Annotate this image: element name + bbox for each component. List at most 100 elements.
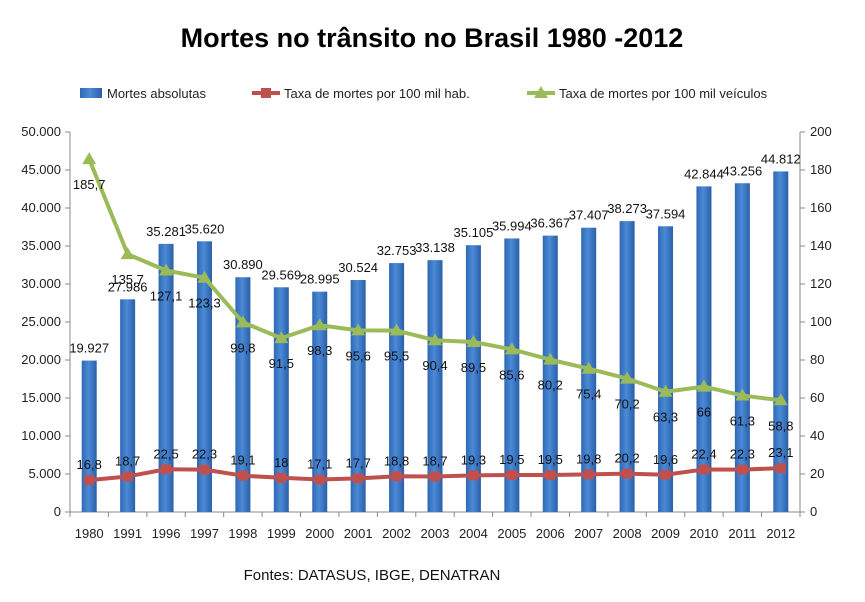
taxa-hab-value-label: 19,1	[230, 453, 255, 468]
right-tick-label: 80	[810, 352, 824, 367]
right-tick-label: 180	[810, 162, 832, 177]
point-taxa-hab	[237, 470, 248, 481]
bar-value-label: 37.407	[569, 208, 609, 223]
bar-value-label: 29.569	[261, 267, 301, 282]
point-taxa-veiculos	[658, 384, 673, 397]
taxa-veiculos-value-label: 66	[697, 405, 711, 420]
chart-title: Mortes no trânsito no Brasil 1980 -2012	[181, 23, 684, 53]
right-tick-label: 40	[810, 428, 824, 443]
axes: 0 5.000 10.000 15.000 20.000 25.000 30.000 35.0…	[21, 124, 831, 541]
taxa-veiculos-value-label: 123,3	[188, 296, 221, 311]
x-tick-label: 1980	[75, 526, 104, 541]
bar	[427, 260, 443, 512]
taxa-hab-value-label: 22,3	[730, 447, 755, 462]
left-tick-label: 35.000	[21, 238, 61, 253]
x-tick-label: 1991	[113, 526, 142, 541]
left-tick-label: 0	[54, 504, 61, 519]
right-tick-label: 0	[810, 504, 817, 519]
point-taxa-veiculos	[543, 352, 558, 365]
right-tick-label: 160	[810, 200, 832, 215]
x-tick-label: 2010	[689, 526, 718, 541]
taxa-veiculos-value-label: 95,6	[346, 348, 371, 363]
line-series	[82, 152, 788, 486]
point-taxa-veiculos	[620, 371, 635, 384]
taxa-hab-value-label: 18,7	[422, 453, 447, 468]
bar-series	[81, 171, 789, 513]
taxa-hab-value-label: 19,3	[461, 452, 486, 467]
point-taxa-hab	[775, 463, 786, 474]
point-taxa-veiculos	[735, 388, 750, 401]
bar	[773, 171, 789, 512]
point-taxa-hab	[276, 472, 287, 483]
legend-label: Mortes absolutas	[107, 86, 206, 101]
bar	[235, 277, 251, 512]
bar	[350, 280, 366, 512]
point-taxa-hab	[737, 464, 748, 475]
point-taxa-veiculos	[389, 323, 404, 336]
point-taxa-hab	[199, 464, 210, 475]
bar	[542, 235, 558, 513]
bar	[465, 245, 481, 512]
left-tick-label: 15.000	[21, 390, 61, 405]
x-tick-label: 2011	[728, 526, 756, 541]
point-taxa-hab	[545, 469, 556, 480]
taxa-veiculos-value-label: 89,5	[461, 360, 486, 375]
taxa-veiculos-value-label: 127,1	[150, 289, 183, 304]
point-taxa-veiculos	[82, 152, 97, 165]
right-tick-label: 140	[810, 238, 832, 253]
bar-value-label: 32.753	[377, 243, 417, 258]
x-tick-label: 2009	[651, 526, 680, 541]
point-taxa-hab	[430, 471, 440, 482]
right-tick-label: 200	[810, 124, 832, 139]
taxa-veiculos-value-label: 91,5	[269, 356, 294, 371]
taxa-hab-value-label: 19,5	[538, 452, 563, 467]
taxa-veiculos-value-label: 80,2	[538, 378, 563, 393]
x-tick-label: 1997	[190, 526, 219, 541]
point-taxa-hab	[660, 469, 671, 480]
bar	[696, 186, 712, 512]
taxa-hab-value-label: 18,7	[115, 453, 140, 468]
point-taxa-veiculos	[504, 342, 519, 355]
taxa-veiculos-value-label: 85,6	[499, 367, 524, 382]
bar-value-label: 27.986	[108, 279, 148, 294]
taxa-hab-value-label: 17,1	[307, 457, 332, 472]
point-taxa-veiculos	[696, 379, 711, 392]
bar-value-label: 35.994	[492, 218, 532, 233]
point-taxa-hab	[698, 464, 709, 475]
x-tick-label: 1998	[228, 526, 257, 541]
taxa-hab-value-label: 17,7	[346, 455, 371, 470]
point-taxa-veiculos	[428, 333, 442, 346]
bar-value-label: 43.256	[722, 163, 762, 178]
taxa-veiculos-value-label: 70,2	[614, 397, 639, 412]
bar-value-label: 36.367	[530, 216, 570, 231]
bar-value-label: 28.995	[300, 272, 340, 287]
right-tick-label: 120	[810, 276, 832, 291]
taxa-hab-value-label: 19,5	[499, 452, 524, 467]
point-taxa-veiculos	[351, 323, 366, 336]
legend: Mortes absolutas Taxa de mortes por 100 m…	[80, 86, 768, 101]
left-tick-label: 5.000	[28, 466, 61, 481]
bar	[312, 291, 328, 512]
x-tick-label: 1999	[267, 526, 296, 541]
bar-value-label: 44.812	[761, 151, 801, 166]
taxa-veiculos-value-label: 98,3	[307, 343, 332, 358]
point-taxa-veiculos	[120, 247, 135, 260]
bar-value-label: 37.594	[646, 206, 686, 221]
taxa-veiculos-value-label: 95,5	[384, 349, 409, 364]
x-tick-label: 2003	[421, 526, 450, 541]
point-taxa-veiculos	[197, 270, 212, 283]
point-taxa-veiculos	[159, 263, 174, 276]
point-taxa-hab	[161, 464, 172, 475]
x-tick-label: 2004	[459, 526, 488, 541]
bar	[504, 238, 520, 512]
left-tick-label: 50.000	[21, 124, 61, 139]
left-tick-label: 40.000	[21, 200, 61, 215]
left-tick-label: 10.000	[21, 428, 61, 443]
point-taxa-hab	[84, 475, 95, 486]
legend-label: Taxa de mortes por 100 mil hab.	[284, 86, 470, 101]
source-note: Fontes: DATASUS, IBGE, DENATRAN	[244, 567, 501, 584]
x-tick-label: 2007	[574, 526, 603, 541]
point-taxa-veiculos	[466, 334, 481, 347]
bar	[196, 241, 212, 512]
